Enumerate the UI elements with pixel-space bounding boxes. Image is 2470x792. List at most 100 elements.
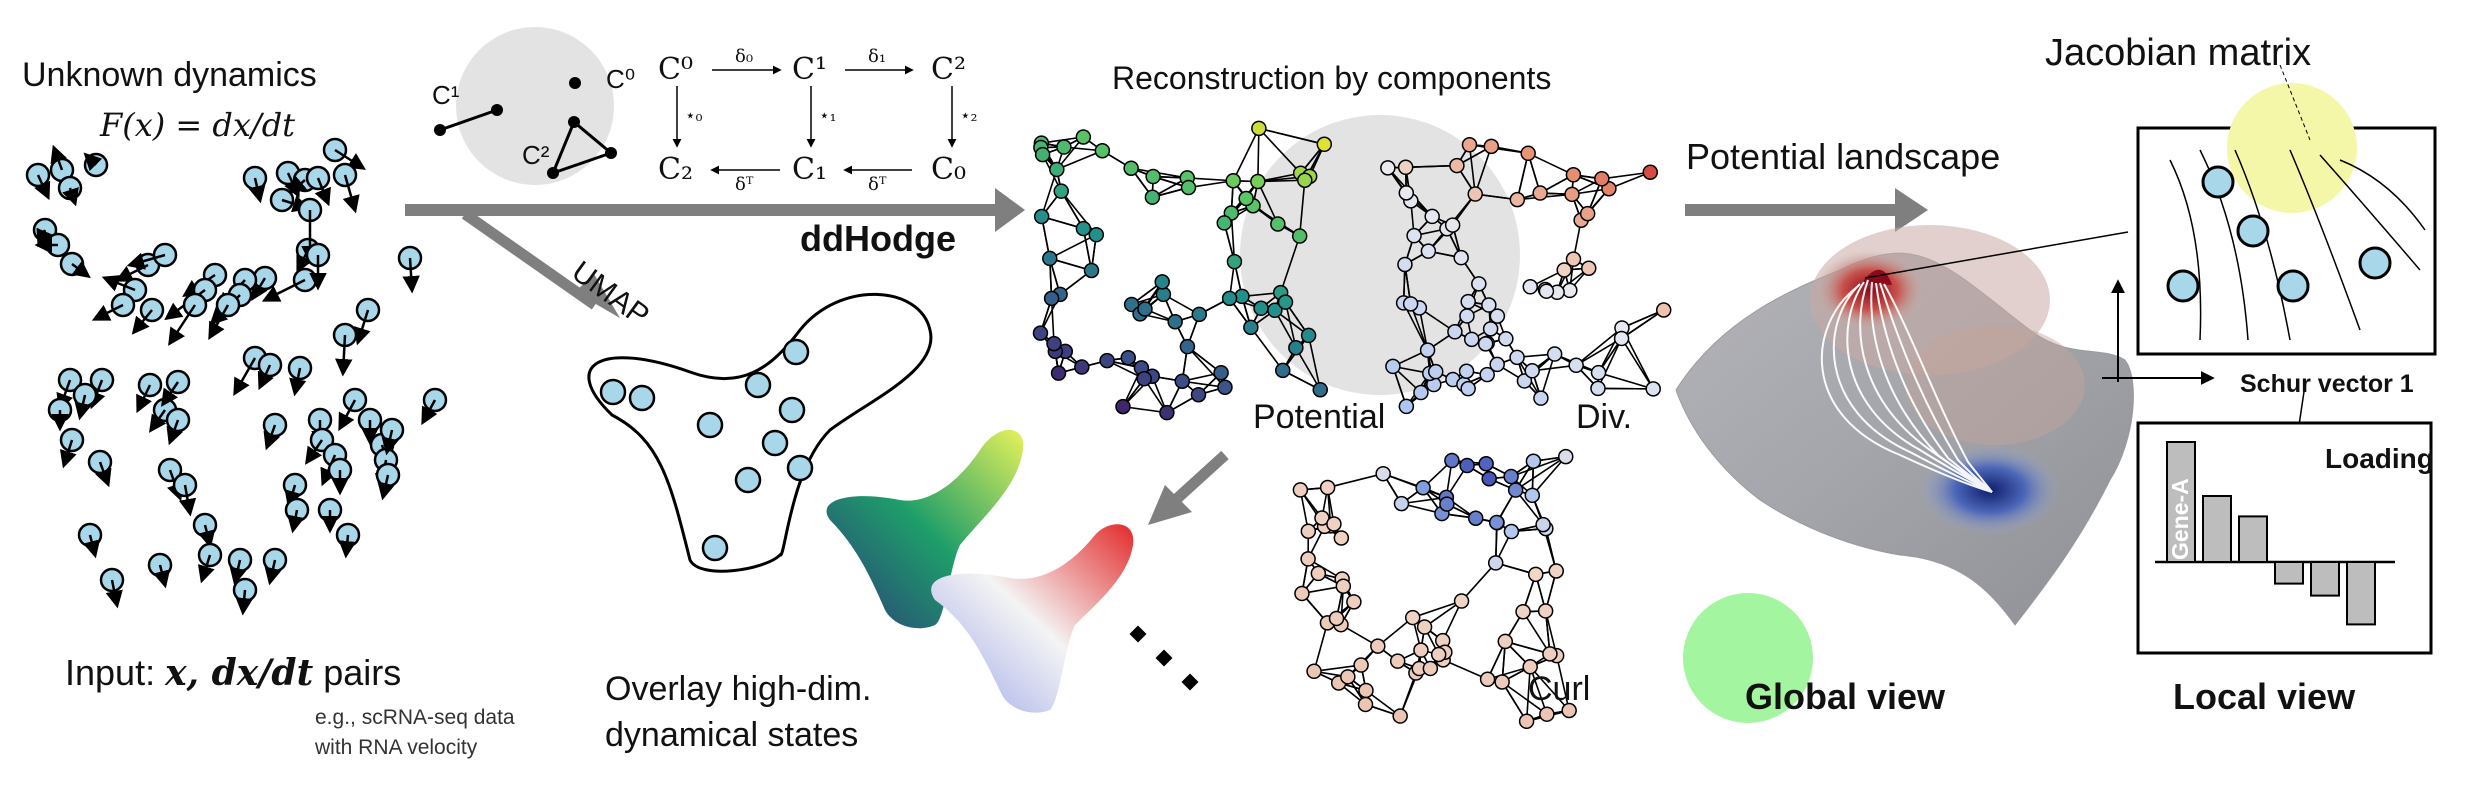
graph-node xyxy=(1050,365,1067,381)
loading-bar xyxy=(2274,561,2304,585)
graph-node xyxy=(1123,160,1139,176)
graph-node xyxy=(1565,251,1582,267)
graph-node xyxy=(1424,208,1440,225)
graph-node xyxy=(1243,319,1259,336)
graph-node xyxy=(1316,136,1333,153)
graph-curl xyxy=(1292,448,1577,730)
graph-node xyxy=(1300,551,1316,567)
graph-node xyxy=(1033,208,1050,225)
umap-cell xyxy=(761,429,789,457)
landscape-arrow xyxy=(1685,188,1928,232)
graph-node xyxy=(1275,362,1291,379)
simplicial-disk xyxy=(456,27,614,185)
graph-node xyxy=(1074,359,1090,375)
graph-node xyxy=(1471,276,1487,292)
overlay-line-2: dynamical states xyxy=(605,716,859,754)
graph-node xyxy=(1568,357,1584,374)
graph-node xyxy=(1479,671,1496,688)
velocity-arrow xyxy=(50,144,68,171)
diagram-top-c2: C² xyxy=(931,52,966,87)
graph-node xyxy=(1174,373,1191,389)
velocity-cells xyxy=(25,137,448,616)
graph-node xyxy=(1159,404,1175,421)
graph-edge xyxy=(1298,180,1306,237)
ddhodge-arrow xyxy=(405,188,1025,232)
overlay-map-green xyxy=(826,429,1024,629)
velocity-arrow xyxy=(338,399,357,432)
graph-node xyxy=(1524,363,1540,379)
graph-node xyxy=(1312,381,1328,398)
graph-node xyxy=(1179,338,1196,355)
graph-node xyxy=(1548,563,1564,579)
velocity-arrow xyxy=(62,186,79,207)
graph-node xyxy=(1046,335,1062,352)
velocity-arrow xyxy=(71,260,91,279)
component-disk xyxy=(1240,115,1520,395)
graph-node xyxy=(1225,173,1241,189)
graph-node xyxy=(1565,167,1582,183)
star-2: ⋆₂ xyxy=(960,106,978,126)
velocity-arrow xyxy=(168,304,197,346)
graph-edge xyxy=(1257,179,1305,183)
graph-node xyxy=(1413,384,1429,401)
velocity-arrow xyxy=(198,524,216,549)
velocity-arrow xyxy=(261,278,306,302)
diagram-top-c1: C¹ xyxy=(792,52,827,87)
graph-node xyxy=(1333,530,1350,546)
graph-edge xyxy=(1529,666,1548,715)
velocity-arrow xyxy=(288,176,308,195)
graph-node xyxy=(1221,290,1238,307)
curl-label: Curl xyxy=(1528,670,1591,708)
velocity-arrow xyxy=(248,177,266,204)
graph-node xyxy=(1398,398,1415,415)
graph-edge xyxy=(1307,335,1322,390)
graph-edge xyxy=(1257,128,1260,182)
star-1: ⋆₁ xyxy=(819,106,837,126)
graph-node xyxy=(1453,593,1470,609)
graph-node xyxy=(1300,327,1317,344)
graph-node xyxy=(1535,516,1551,533)
graph-node xyxy=(1288,339,1304,356)
velocity-arrow xyxy=(136,384,152,414)
graph-node xyxy=(1524,487,1541,504)
velocity-arrow xyxy=(251,277,268,302)
graph-node xyxy=(1581,260,1597,277)
delta-transpose-1: δᵀ xyxy=(735,174,754,195)
graph-node xyxy=(1494,674,1510,690)
jacobian-label: Jacobian matrix xyxy=(2045,32,2312,74)
graph-node xyxy=(1460,380,1476,397)
graph-node xyxy=(1645,381,1661,397)
graph-node xyxy=(1402,296,1419,312)
flow-line xyxy=(2289,149,2361,331)
graph-node xyxy=(1444,217,1461,233)
flow-line xyxy=(2339,159,2426,231)
graph-edge xyxy=(1575,327,1623,366)
velocity-arrow xyxy=(101,275,136,292)
graph-node xyxy=(1590,380,1606,397)
graph-node xyxy=(1522,279,1539,295)
graph-node xyxy=(1053,183,1069,199)
graph-node xyxy=(1328,610,1345,627)
jacobian-flow-lines xyxy=(2166,149,2426,341)
graph-edge xyxy=(1258,127,1325,146)
graph-node xyxy=(1642,164,1659,180)
flow-line xyxy=(2169,159,2202,341)
graph-node xyxy=(1516,373,1533,389)
velocity-arrow xyxy=(229,559,247,586)
graph-node xyxy=(1144,189,1161,205)
graph-node xyxy=(1413,642,1429,658)
velocity-arrow xyxy=(197,554,215,584)
graph-node xyxy=(1094,142,1111,159)
graph-node xyxy=(1083,262,1100,279)
graph-node xyxy=(1375,465,1391,482)
overlay-map-red xyxy=(931,524,1134,713)
graph-node xyxy=(1453,249,1469,266)
graph-node xyxy=(1562,282,1578,299)
graph-node xyxy=(1238,190,1254,207)
loading-label: Loading xyxy=(2325,443,2434,474)
graph-node xyxy=(1579,205,1596,222)
graph-node xyxy=(1346,594,1362,610)
graph-node xyxy=(1483,138,1500,155)
umap-embedding-outline xyxy=(587,292,933,573)
diagram-bottom-c1: C₁ xyxy=(792,152,827,187)
